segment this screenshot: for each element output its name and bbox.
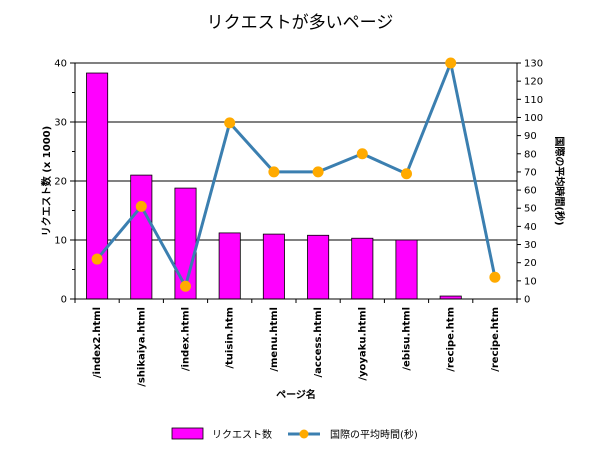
category-label: /recipe.htm bbox=[490, 307, 501, 372]
x-axis-label: ページ名 bbox=[276, 388, 316, 401]
bar-series bbox=[86, 72, 462, 300]
bar bbox=[262, 233, 285, 300]
line-point bbox=[135, 200, 147, 212]
legend-bar-swatch bbox=[171, 427, 204, 440]
y-axis-label: リクエスト数 (x 1000) bbox=[40, 126, 53, 236]
y2-tick-label: 10 bbox=[524, 276, 537, 287]
bar bbox=[218, 232, 241, 300]
bar bbox=[130, 174, 153, 300]
legend: リクエスト数 国際の平均時間(秒) bbox=[171, 427, 418, 441]
y2-tick-label: 130 bbox=[524, 59, 543, 70]
series-line bbox=[95, 61, 497, 288]
category-label: /yoyaku.html bbox=[357, 307, 368, 381]
y2-tick-label: 70 bbox=[524, 167, 537, 178]
chart-title: リクエストが多いページ bbox=[207, 13, 394, 33]
line-point bbox=[224, 117, 236, 129]
category-label: /recipe.htm bbox=[446, 307, 457, 372]
category-label: /ebisu.html bbox=[402, 307, 413, 371]
y-tick-label: 30 bbox=[54, 118, 67, 129]
y2-tick-label: 110 bbox=[524, 95, 543, 106]
y2-tick-label: 50 bbox=[524, 204, 537, 215]
legend-line-label: 国際の平均時間(秒) bbox=[330, 428, 418, 441]
y-tick-label: 0 bbox=[61, 295, 67, 306]
bar bbox=[395, 239, 418, 300]
line-point bbox=[180, 280, 191, 292]
category-label: /menu.html bbox=[269, 307, 280, 372]
legend-bar-label: リクエスト数 bbox=[212, 428, 272, 441]
bar bbox=[307, 234, 330, 300]
category-label: /access.html bbox=[313, 307, 324, 378]
bar bbox=[351, 237, 374, 300]
line-point bbox=[91, 253, 103, 265]
category-label: /index.html bbox=[181, 307, 192, 371]
y2-tick-label: 90 bbox=[524, 131, 537, 142]
tick-labels: 0 10 20 30 40 0 10 20 30 40 50 60 70 80 90 100 110 120 130 bbox=[54, 59, 543, 306]
y2-tick-label: 80 bbox=[524, 149, 537, 160]
y2-axis-label: 国際の平均時間(秒) bbox=[553, 136, 566, 225]
line-point bbox=[489, 271, 501, 283]
y-tick-label: 40 bbox=[54, 59, 67, 70]
y2-tick-label: 120 bbox=[524, 77, 543, 88]
y2-tick-label: 100 bbox=[524, 113, 543, 124]
category-labels: /index2.html/shikaiya.html/index.html/tu… bbox=[92, 307, 501, 387]
category-label: /shikaiya.html bbox=[136, 307, 147, 387]
y-tick-label: 10 bbox=[54, 236, 67, 247]
line-point bbox=[356, 148, 368, 160]
category-label: /index2.html bbox=[92, 307, 103, 378]
axes bbox=[70, 62, 521, 303]
line-point bbox=[312, 166, 324, 178]
category-label: /tuisin.htm bbox=[225, 307, 236, 369]
line-point bbox=[268, 166, 280, 178]
line-point bbox=[445, 57, 457, 69]
y-tick-label: 20 bbox=[54, 177, 67, 188]
y2-tick-label: 40 bbox=[524, 222, 537, 233]
y2-tick-label: 30 bbox=[524, 240, 537, 251]
legend-line-marker bbox=[299, 429, 309, 439]
y2-tick-label: 20 bbox=[524, 258, 537, 269]
y2-tick-label: 60 bbox=[524, 186, 537, 197]
line-point bbox=[401, 168, 412, 180]
bar bbox=[86, 72, 109, 300]
line-series bbox=[91, 57, 501, 292]
y2-tick-label: 0 bbox=[524, 295, 530, 306]
